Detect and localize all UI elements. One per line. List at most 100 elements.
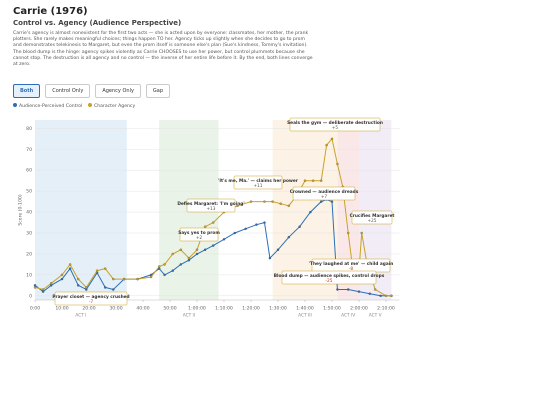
data-point (263, 221, 266, 224)
y-axis-label: Score (0-100) (18, 194, 24, 225)
data-point (136, 277, 139, 281)
data-point (50, 284, 53, 287)
data-point (287, 204, 290, 208)
data-point (179, 248, 182, 251)
data-point (271, 200, 274, 203)
data-point (298, 225, 301, 228)
act-label: ACT IV (341, 313, 355, 319)
annotation-text: 'They laughed at me' — child again (309, 261, 394, 267)
data-point (211, 221, 215, 224)
data-point (163, 273, 166, 277)
annotation-text: Says yes to prom (178, 230, 220, 236)
annotation-delta: +25 (367, 218, 376, 224)
data-point (157, 265, 161, 268)
data-point (68, 267, 72, 270)
data-point (311, 179, 315, 182)
y-tick-label: 40 (26, 210, 32, 216)
description: Carrie's agency is almost nonexistent fo… (13, 31, 313, 68)
data-point (171, 269, 174, 272)
header: Carrie (1976) Control vs. Agency (Audien… (13, 6, 313, 68)
act-band (35, 120, 127, 300)
data-point (374, 288, 377, 291)
data-point (287, 236, 290, 239)
act-band (337, 120, 359, 300)
x-tick-label: 1:40:00 (296, 306, 314, 312)
title: Carrie (1976) (13, 6, 88, 17)
legend-label: Audience-Perceived Control (19, 103, 82, 109)
data-point (171, 252, 174, 256)
annotation-delta: +2 (196, 235, 203, 241)
data-point (179, 263, 182, 266)
data-point (187, 259, 191, 262)
y-tick-label: 10 (26, 272, 32, 278)
data-point (347, 231, 350, 235)
annotation-text: Seals the gym — deliberate destruction (287, 120, 383, 126)
data-point (309, 210, 312, 214)
annotation-box (292, 186, 356, 201)
filter-button[interactable]: Control Only (45, 84, 91, 98)
x-tick-label: 0:00 (30, 306, 40, 312)
data-point (236, 204, 239, 208)
y-tick-label: 20 (26, 251, 32, 257)
annotation-text: 'It's me, Ma.' — claims her power (218, 178, 299, 184)
x-tick-label: 2:00:00 (350, 306, 368, 312)
x-tick-label: 50:00 (163, 306, 176, 312)
data-point (347, 288, 350, 291)
data-point (103, 267, 107, 270)
data-point (41, 288, 45, 291)
data-point (336, 288, 339, 291)
data-point (68, 263, 72, 266)
y-tick-label: 60 (26, 168, 32, 174)
x-tick-label: 2:10:00 (377, 306, 395, 312)
y-tick-label: 70 (26, 147, 32, 153)
data-point (33, 286, 37, 289)
data-point (279, 202, 282, 205)
annotation-delta: +7 (321, 194, 328, 200)
data-point (255, 223, 258, 226)
annotation-delta: +13 (206, 206, 215, 212)
data-point (233, 231, 236, 235)
data-point (325, 143, 328, 147)
data-point (330, 137, 334, 141)
data-point (163, 263, 166, 266)
act-label: ACT III (298, 313, 312, 319)
data-point (60, 277, 64, 281)
annotation-box (351, 210, 393, 225)
data-point (330, 200, 334, 203)
annotation-text: Defies Margaret: 'I'm going' (177, 201, 244, 207)
annotation-box (233, 175, 283, 190)
data-point (276, 248, 280, 251)
data-point (211, 244, 215, 247)
annotation-delta: -8 (349, 266, 354, 272)
data-point (263, 200, 266, 203)
data-point (203, 225, 207, 228)
data-point (203, 248, 207, 251)
data-point (244, 227, 247, 231)
data-point (112, 277, 115, 281)
data-point (76, 277, 80, 281)
x-tick-label: 1:30:00 (269, 306, 287, 312)
data-point (149, 275, 153, 279)
legend-marker (13, 103, 17, 107)
data-point (390, 294, 393, 298)
filter-button[interactable]: Agency Only (95, 84, 141, 98)
annotation-box (186, 198, 236, 213)
annotation-box (281, 270, 377, 285)
y-tick-label: 80 (26, 126, 32, 132)
annotation-box (289, 117, 381, 132)
data-point (95, 269, 99, 272)
data-point (249, 200, 253, 203)
data-point (268, 256, 272, 260)
data-point (320, 179, 323, 182)
x-tick-label: 40:00 (136, 306, 149, 312)
filter-button[interactable]: Both (13, 84, 41, 98)
x-tick-label: 1:10:00 (215, 306, 233, 312)
annotation-delta: -25 (325, 278, 332, 284)
subtitle: Control vs. Agency (Audience Perspective… (13, 19, 182, 27)
data-point (33, 284, 37, 287)
x-tick-label: 20:00 (82, 306, 95, 312)
act-label: ACT V (369, 313, 382, 319)
x-tick-label: 30:00 (109, 306, 122, 312)
filter-button[interactable]: Gap (145, 84, 171, 98)
